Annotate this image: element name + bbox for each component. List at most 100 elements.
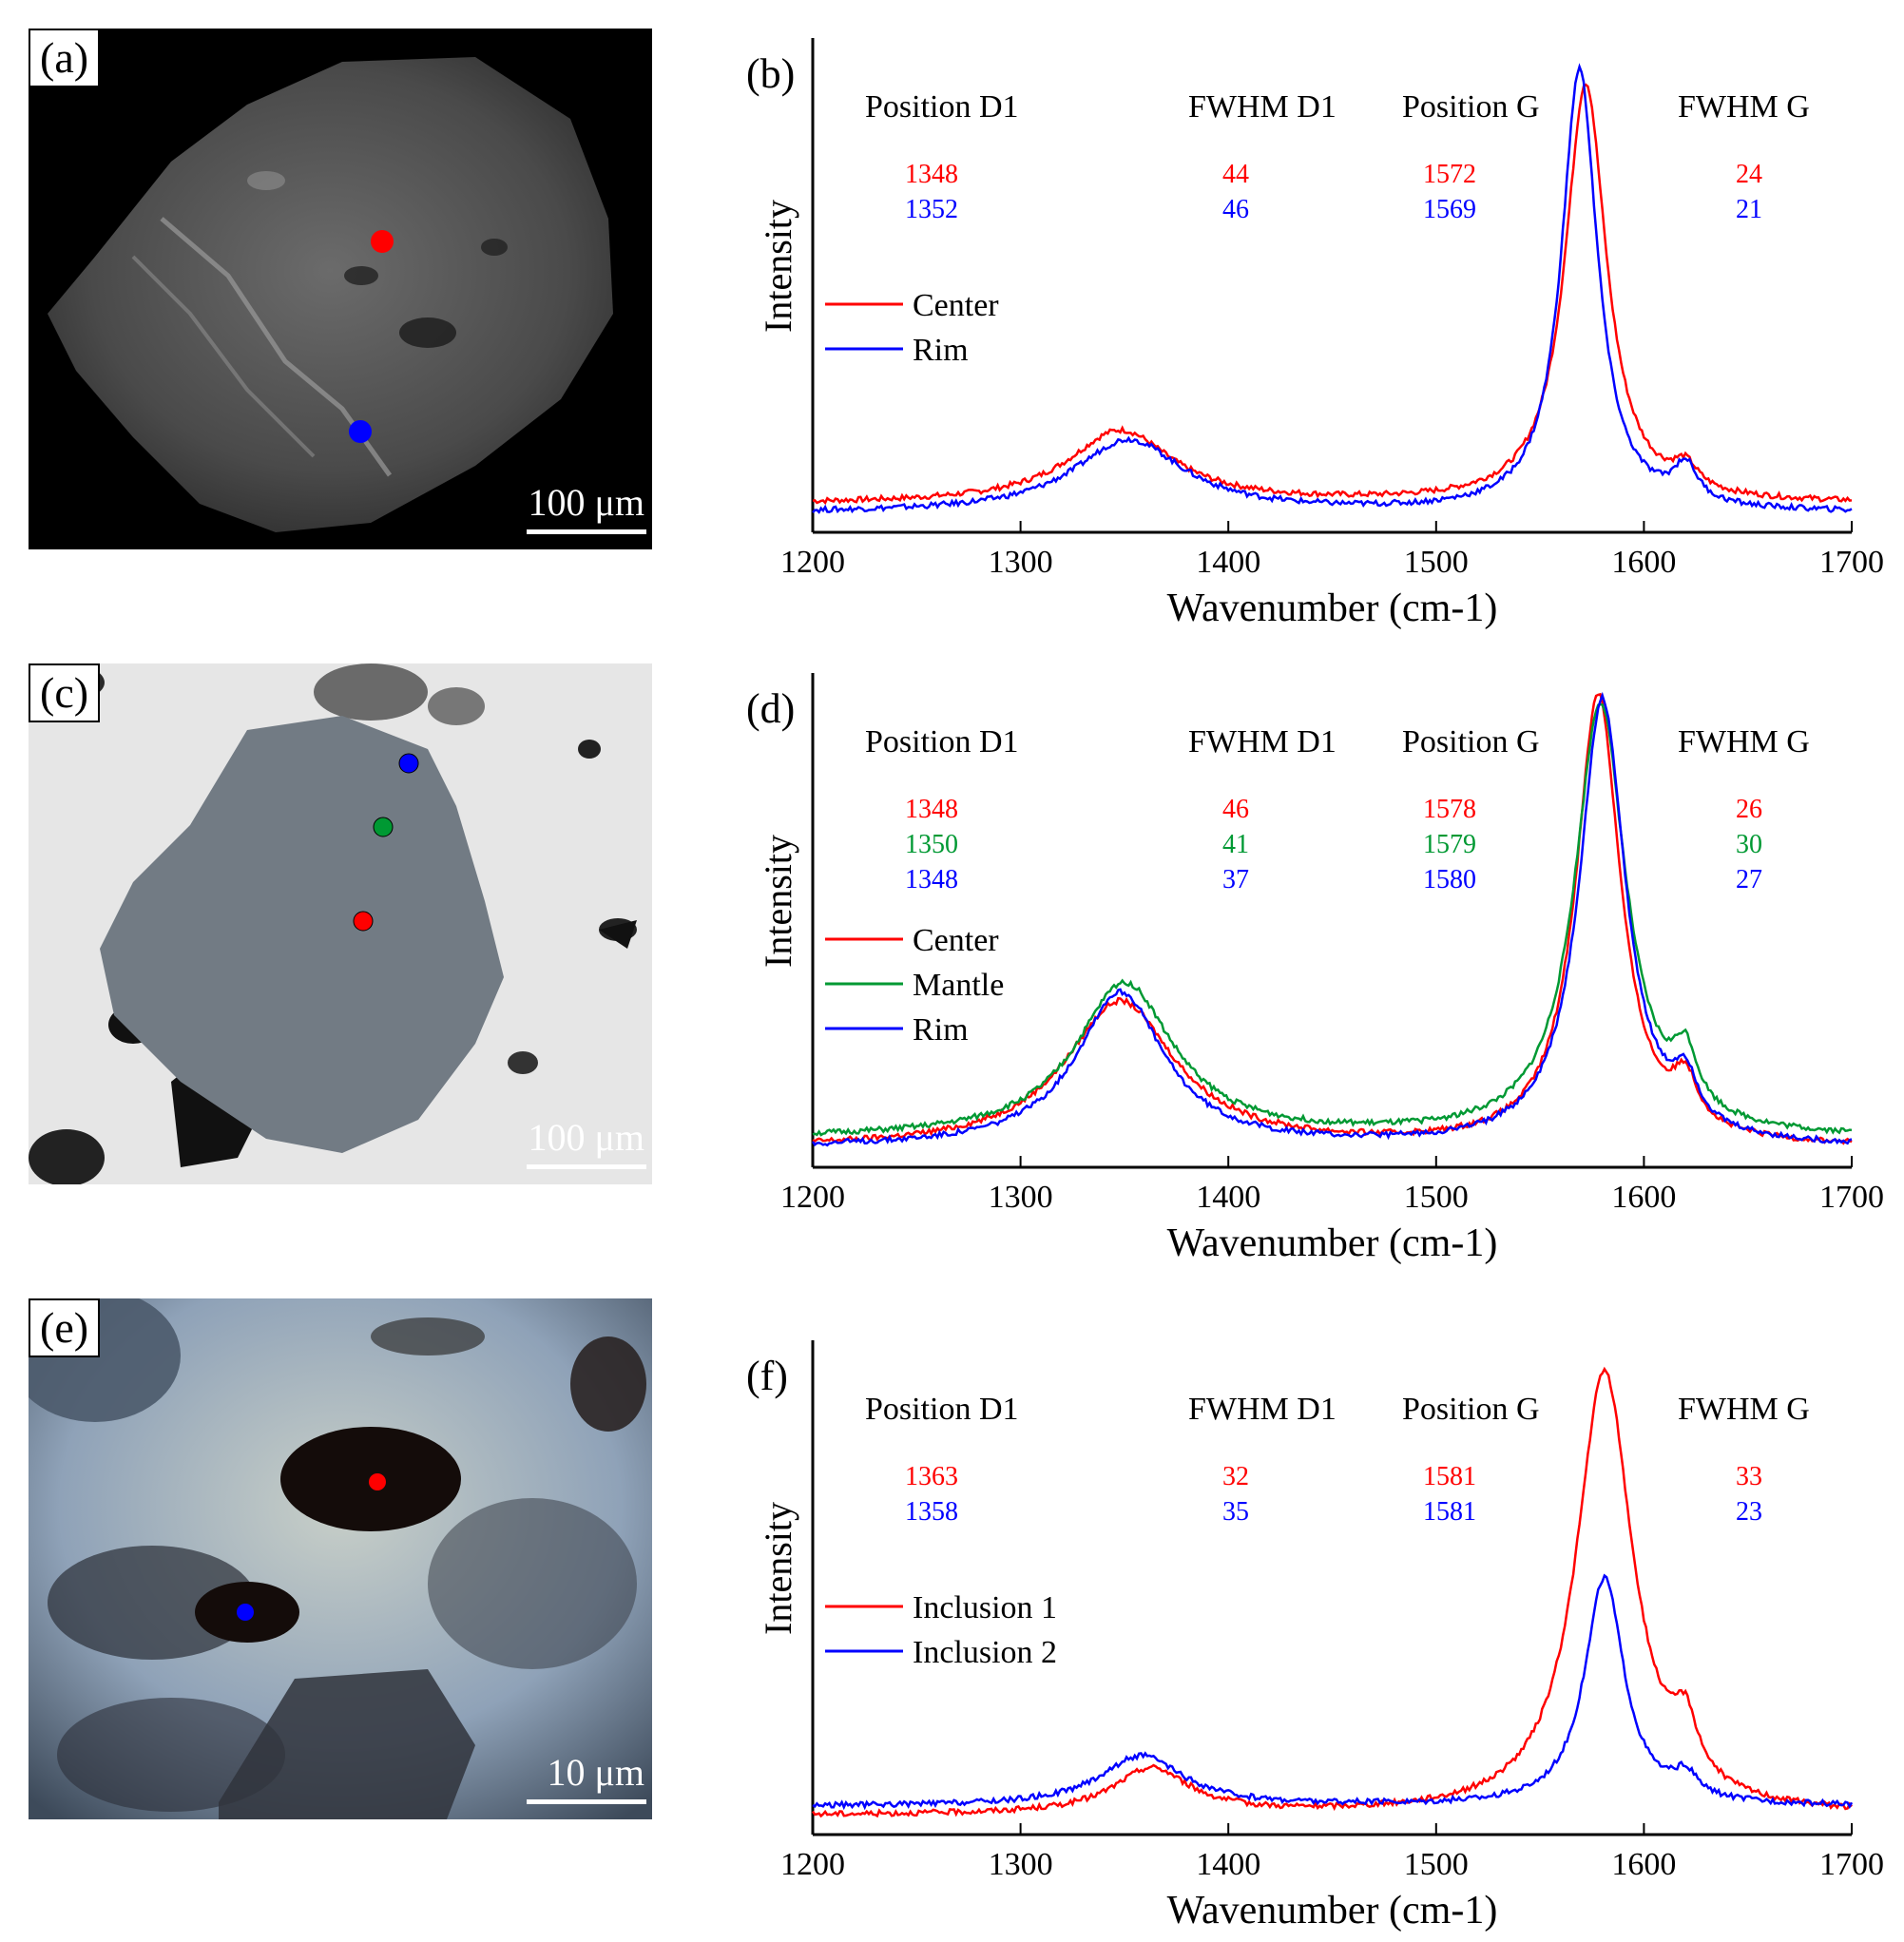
spectrum-line-mantle bbox=[812, 702, 1853, 1137]
raman-chart-f-svg: 1200 1300 1400 1500 1600 1700 Wavenumber (cm-1… bbox=[746, 1340, 1884, 1932]
panel-label-a: (a) bbox=[29, 29, 101, 87]
legend-label: Mantle bbox=[913, 968, 1004, 1003]
x-tick-label: 1400 bbox=[1196, 545, 1260, 580]
scale-text-a: 100 μm bbox=[528, 481, 644, 524]
stats-column-header: Position G bbox=[1402, 1392, 1540, 1427]
legend-label: Center bbox=[913, 923, 999, 958]
stats-value: 23 bbox=[1736, 1497, 1762, 1527]
stats-value: 1581 bbox=[1423, 1497, 1476, 1527]
x-tick-label: 1500 bbox=[1404, 1180, 1469, 1215]
stats-value: 1363 bbox=[905, 1462, 958, 1491]
stats-column-header: Position D1 bbox=[865, 724, 1019, 759]
x-tick-label: 1200 bbox=[780, 1847, 845, 1882]
measurement-dot-center bbox=[353, 911, 374, 932]
spectrum-line-center bbox=[812, 83, 1853, 506]
raman-chart-d: 1200 1300 1400 1500 1600 1700 Wavenumber (cm-1… bbox=[741, 654, 1901, 1265]
x-tick-label: 1400 bbox=[1196, 1847, 1260, 1882]
x-tick-label: 1700 bbox=[1819, 1180, 1884, 1215]
stats-value: 41 bbox=[1222, 830, 1249, 859]
stats-value: 46 bbox=[1222, 795, 1249, 824]
raman-chart-b-svg: 1200 1300 1400 1500 1600 1700 Wavenumber (cm-1… bbox=[746, 38, 1884, 630]
measurement-dot-mantle bbox=[373, 817, 394, 837]
stats-column-header: FWHM D1 bbox=[1188, 89, 1337, 125]
stats-column-header: FWHM D1 bbox=[1188, 724, 1337, 759]
micrograph-c-image bbox=[29, 663, 652, 1184]
stats-column-header: Position G bbox=[1402, 89, 1540, 125]
stats-value: 1348 bbox=[905, 865, 958, 894]
stats-value: 21 bbox=[1736, 195, 1762, 224]
scale-bar-c bbox=[527, 1164, 646, 1169]
raman-chart-b: 1200 1300 1400 1500 1600 1700 Wavenumber (cm-1… bbox=[741, 19, 1901, 630]
stats-column-header: Position D1 bbox=[865, 1392, 1019, 1427]
legend-label: Inclusion 1 bbox=[913, 1590, 1057, 1625]
micrograph-e: (e) 10 μm bbox=[29, 1298, 652, 1819]
spectrum-line-inclusion-1 bbox=[811, 1366, 1853, 1818]
grain-shape bbox=[100, 716, 504, 1153]
stats-value: 37 bbox=[1222, 865, 1249, 894]
stats-value: 27 bbox=[1736, 865, 1762, 894]
stats-value: 1572 bbox=[1423, 160, 1476, 189]
x-axis-label: Wavenumber (cm-1) bbox=[1167, 1889, 1498, 1932]
measurement-dot-rim bbox=[398, 753, 419, 774]
y-axis-label: Intensity bbox=[757, 835, 799, 968]
stats-value: 44 bbox=[1222, 160, 1249, 189]
scale-bar-e bbox=[527, 1799, 646, 1804]
stats-column-header: FWHM G bbox=[1678, 724, 1810, 759]
stats-value: 1348 bbox=[905, 160, 958, 189]
x-tick-label: 1200 bbox=[780, 545, 845, 580]
measurement-dot-inclusion-1 bbox=[369, 1473, 386, 1490]
scale-text-e: 10 μm bbox=[547, 1751, 644, 1794]
stats-value: 1348 bbox=[905, 795, 958, 824]
raman-chart-d-svg: 1200 1300 1400 1500 1600 1700 Wavenumber (cm-1… bbox=[746, 673, 1884, 1265]
x-tick-label: 1600 bbox=[1611, 1847, 1676, 1882]
stats-column-header: FWHM G bbox=[1678, 1392, 1810, 1427]
stats-value: 24 bbox=[1736, 160, 1762, 189]
stats-value: 33 bbox=[1736, 1462, 1762, 1491]
stats-value: 1578 bbox=[1423, 795, 1476, 824]
x-axis-label: Wavenumber (cm-1) bbox=[1167, 1221, 1498, 1265]
panel-label-b: (b) bbox=[746, 50, 795, 97]
scale-text-c: 100 μm bbox=[528, 1116, 644, 1159]
stats-value: 35 bbox=[1222, 1497, 1249, 1527]
stats-value: 1350 bbox=[905, 830, 958, 859]
x-tick-label: 1300 bbox=[989, 1180, 1053, 1215]
grain-shape bbox=[48, 57, 613, 532]
stats-value: 32 bbox=[1222, 1462, 1249, 1491]
y-axis-label: Intensity bbox=[757, 1502, 799, 1635]
scale-bar-a bbox=[527, 529, 646, 534]
stats-value: 1358 bbox=[905, 1497, 958, 1527]
stats-value: 30 bbox=[1736, 830, 1762, 859]
x-tick-label: 1200 bbox=[780, 1180, 845, 1215]
legend-label: Inclusion 2 bbox=[913, 1635, 1057, 1670]
x-tick-label: 1600 bbox=[1611, 1180, 1676, 1215]
stats-value: 1581 bbox=[1423, 1462, 1476, 1491]
panel-label-f: (f) bbox=[746, 1353, 788, 1399]
stats-column-header: Position D1 bbox=[865, 89, 1019, 125]
measurement-dot-rim bbox=[349, 420, 372, 443]
spectrum-line-rim bbox=[812, 63, 1853, 514]
panel-label-c: (c) bbox=[29, 663, 101, 722]
measurement-dot-inclusion-2 bbox=[237, 1604, 254, 1621]
x-tick-label: 1700 bbox=[1819, 545, 1884, 580]
spectrum-line-center bbox=[812, 692, 1853, 1145]
stats-value: 1569 bbox=[1423, 195, 1476, 224]
x-axis-label: Wavenumber (cm-1) bbox=[1167, 586, 1498, 630]
x-tick-label: 1500 bbox=[1404, 545, 1469, 580]
stats-value: 1352 bbox=[905, 195, 958, 224]
micrograph-c: (c) 100 μm bbox=[29, 663, 652, 1184]
stats-column-header: FWHM D1 bbox=[1188, 1392, 1337, 1427]
x-tick-label: 1500 bbox=[1404, 1847, 1469, 1882]
x-tick-label: 1300 bbox=[989, 545, 1053, 580]
micrograph-a-image bbox=[29, 29, 652, 549]
spectrum-line-inclusion-2 bbox=[812, 1573, 1854, 1811]
legend-label: Center bbox=[913, 288, 999, 323]
measurement-dot-center bbox=[371, 230, 394, 253]
x-tick-label: 1300 bbox=[989, 1847, 1053, 1882]
stats-value: 1580 bbox=[1423, 865, 1476, 894]
legend-label: Rim bbox=[913, 333, 969, 368]
stats-column-header: Position G bbox=[1402, 724, 1540, 759]
stats-value: 46 bbox=[1222, 195, 1249, 224]
stats-value: 26 bbox=[1736, 795, 1762, 824]
panel-label-e: (e) bbox=[29, 1298, 101, 1357]
stats-value: 1579 bbox=[1423, 830, 1476, 859]
